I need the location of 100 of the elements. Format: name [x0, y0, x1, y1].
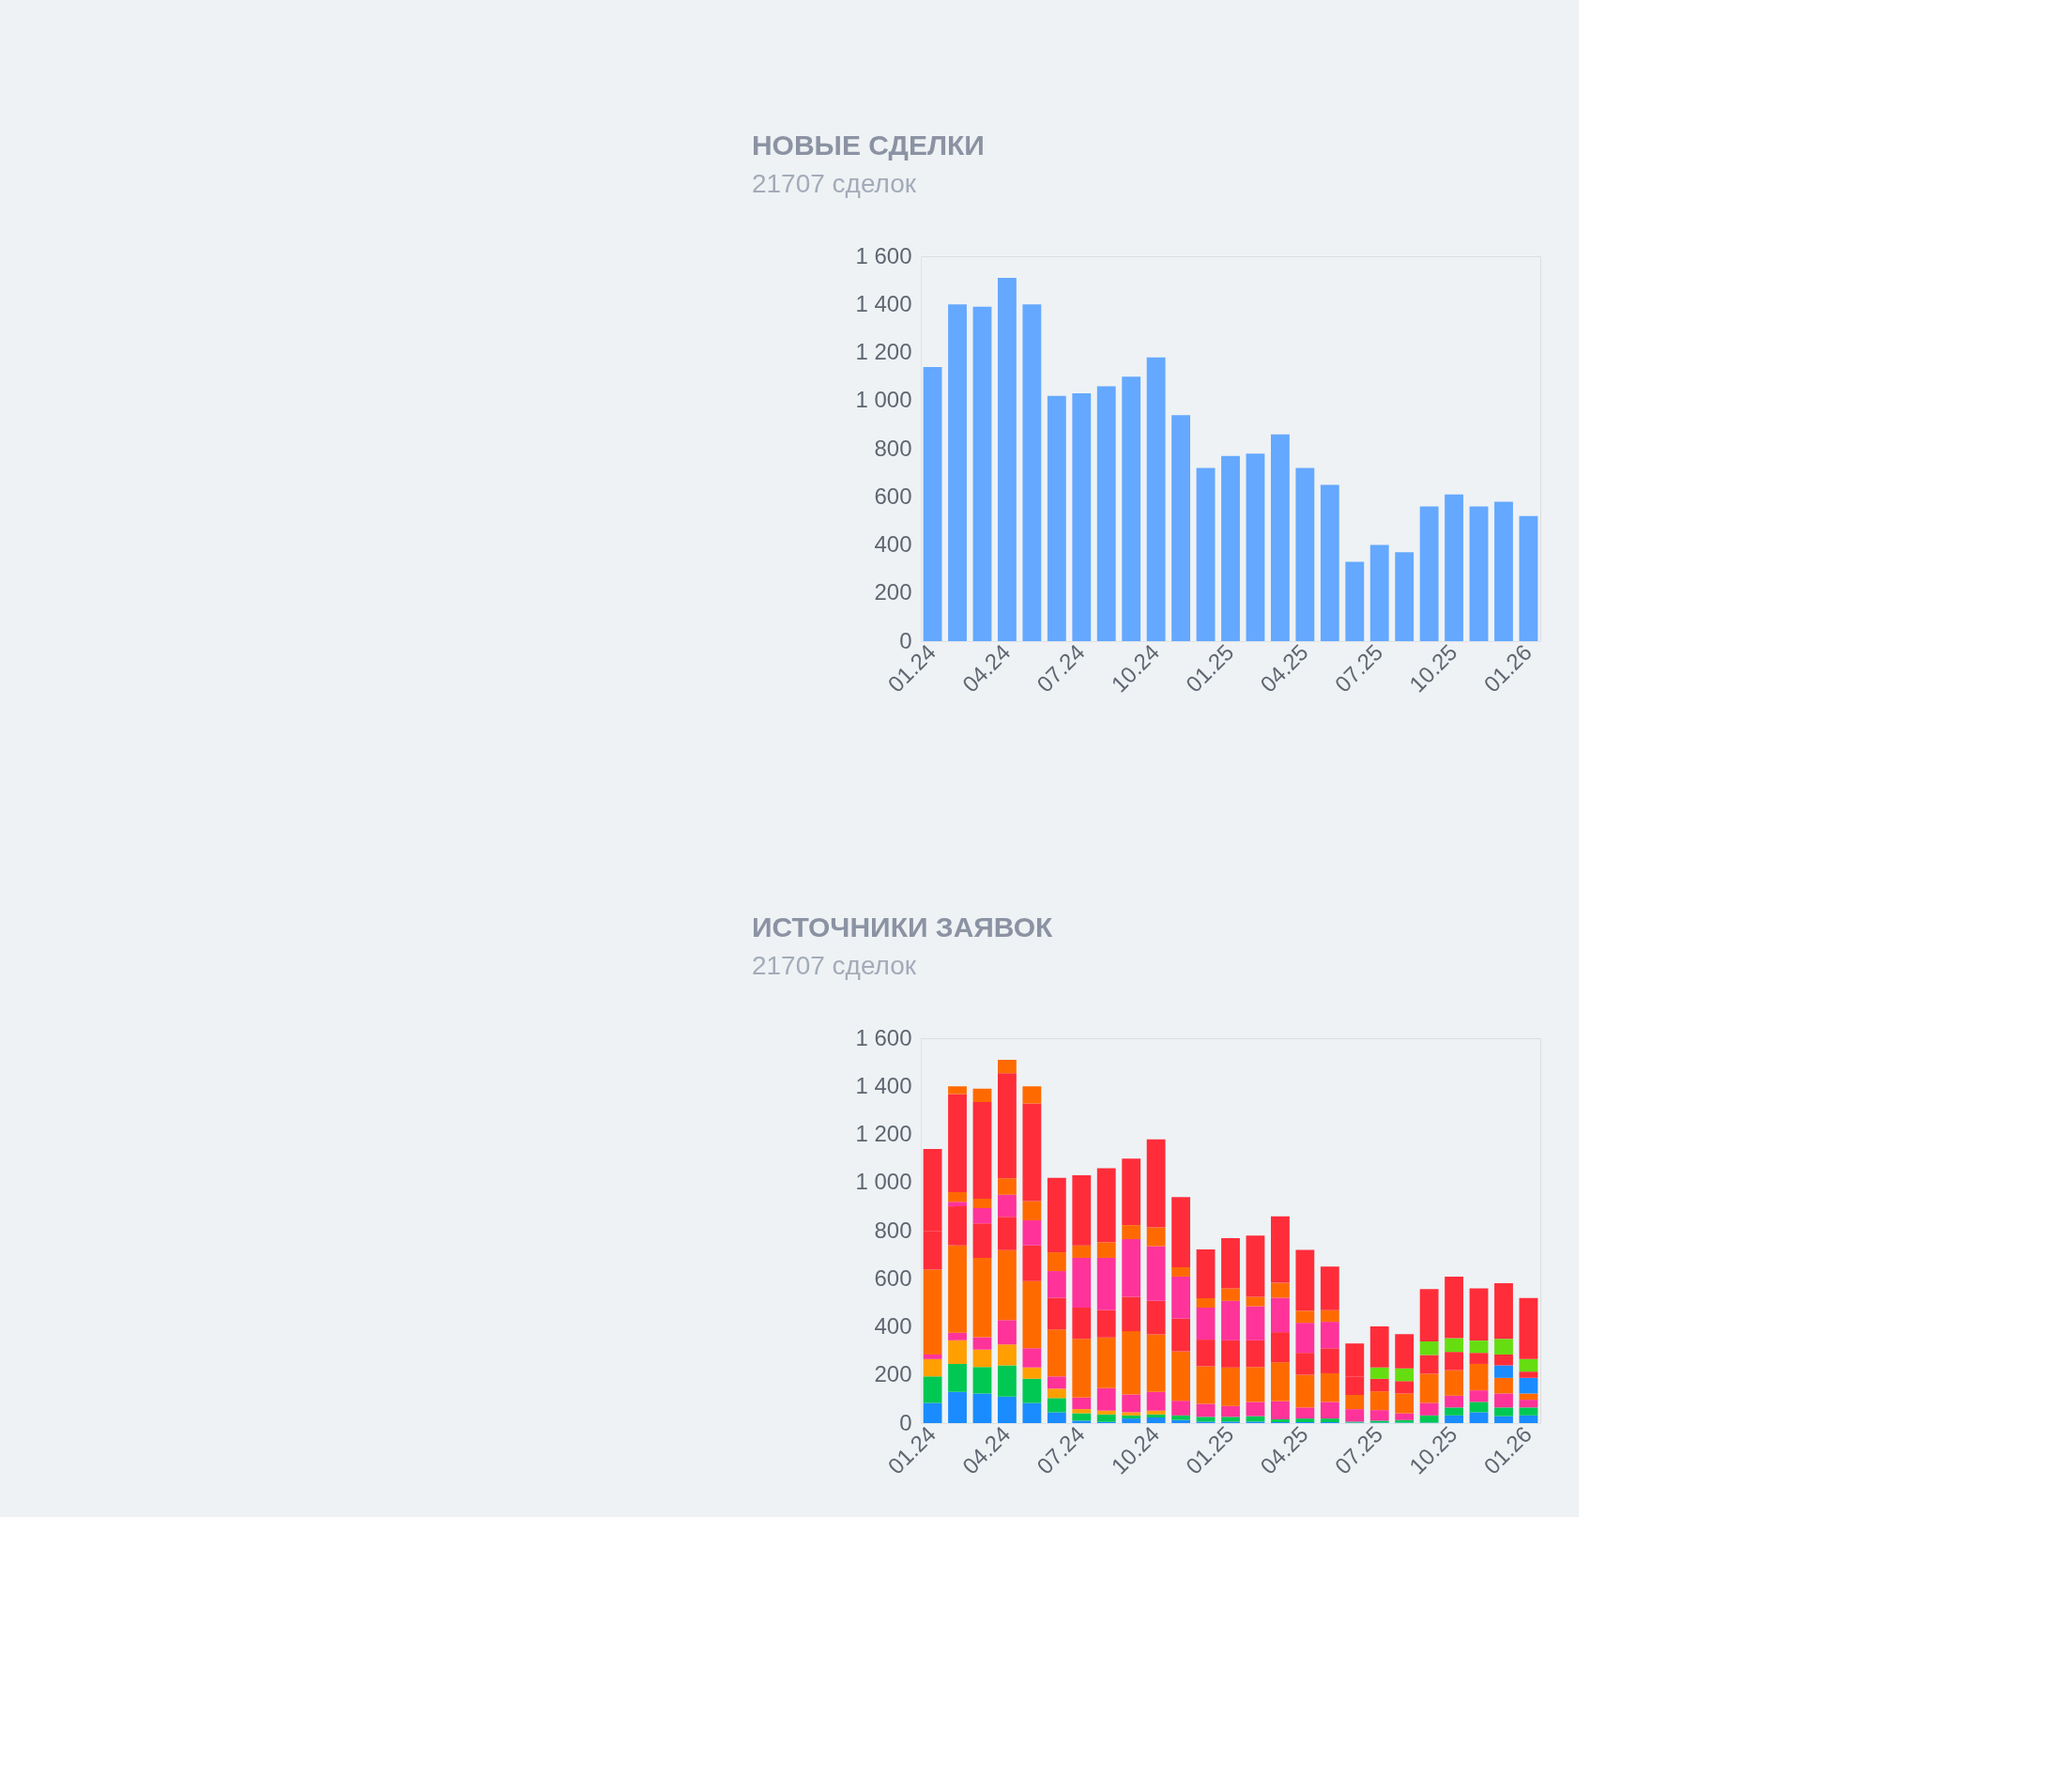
bar [1072, 1397, 1092, 1410]
bar [923, 1358, 942, 1377]
bar [1196, 467, 1216, 641]
bar [1320, 1372, 1339, 1402]
bar [948, 304, 967, 641]
bar [1171, 1401, 1191, 1416]
bar [1519, 1400, 1538, 1408]
bar [1345, 561, 1365, 641]
bar [1320, 1348, 1339, 1373]
bar [1320, 1310, 1339, 1323]
bar [1445, 1370, 1463, 1396]
bar [948, 1363, 967, 1392]
bar [972, 1257, 992, 1338]
bar [1494, 1339, 1513, 1355]
bar [972, 1337, 992, 1350]
bar [1295, 1418, 1315, 1422]
y-tick-label: 1 600 [855, 1024, 912, 1050]
bar [998, 1060, 1017, 1074]
bar [1047, 1388, 1066, 1399]
bar [1146, 1246, 1166, 1301]
bar [1072, 1257, 1092, 1308]
bar [1320, 1266, 1339, 1310]
bar [1270, 1282, 1290, 1298]
bar [1395, 552, 1415, 641]
bar [1096, 1242, 1116, 1258]
bar [1096, 1410, 1116, 1415]
bar [1519, 1358, 1538, 1372]
bar [998, 1217, 1017, 1250]
bar [1445, 1338, 1463, 1353]
bar [1295, 467, 1315, 641]
bar [1072, 1409, 1092, 1414]
bar [1295, 1323, 1315, 1354]
bar [1122, 1238, 1141, 1297]
bar [1469, 1363, 1489, 1391]
bar [1022, 1086, 1042, 1104]
bar [1122, 1225, 1141, 1239]
y-tick-label: 600 [874, 1264, 912, 1291]
bar [998, 1365, 1017, 1397]
bar [1320, 1418, 1339, 1422]
bar [1122, 1394, 1141, 1413]
bar [1221, 1417, 1240, 1422]
bar [1047, 1252, 1066, 1272]
bar [1171, 1415, 1191, 1420]
bar [923, 1376, 942, 1403]
y-tick-label: 1 600 [855, 242, 912, 268]
bar [1047, 1329, 1066, 1377]
bar [1022, 1280, 1042, 1349]
bar [1146, 1391, 1166, 1411]
bar [948, 1086, 967, 1095]
bar [1246, 1296, 1265, 1307]
bar [1022, 1219, 1042, 1246]
bar [1494, 1393, 1513, 1408]
bar [1022, 1245, 1042, 1281]
bar [1246, 1367, 1265, 1402]
bar [1122, 1412, 1141, 1416]
bar [948, 1245, 967, 1333]
bar [1270, 434, 1290, 641]
bar [1320, 1401, 1339, 1419]
bar [1419, 1373, 1439, 1403]
bar [1246, 1401, 1265, 1417]
bar [1096, 1337, 1116, 1388]
bar [948, 1391, 967, 1423]
bar [1445, 1407, 1463, 1416]
bar [1445, 1415, 1463, 1423]
bar [1494, 1283, 1513, 1340]
y-tick-label: 800 [874, 435, 912, 461]
bar [1395, 1381, 1415, 1394]
y-tick-label: 1 400 [855, 290, 912, 316]
bar [1047, 1398, 1066, 1413]
bar [972, 1088, 992, 1102]
bar [1270, 1297, 1290, 1333]
bar [1320, 1322, 1339, 1349]
bar [998, 1194, 1017, 1218]
bar [1395, 1393, 1415, 1414]
bar [1246, 453, 1265, 641]
bar [1122, 1296, 1141, 1332]
y-tick-label: 400 [874, 531, 912, 557]
bar [1146, 1300, 1166, 1335]
bar [1096, 1310, 1116, 1338]
bar [1146, 1417, 1166, 1423]
y-tick-label: 600 [874, 482, 912, 509]
bar [1047, 1376, 1066, 1389]
bar [972, 1367, 992, 1394]
bar [1022, 1103, 1042, 1202]
bar [1022, 1378, 1042, 1403]
bar [1369, 544, 1389, 641]
bar [1270, 1362, 1290, 1401]
bar [1096, 1387, 1116, 1411]
bar [948, 1192, 967, 1202]
bar [923, 1402, 942, 1423]
bar [1022, 1201, 1042, 1220]
bar [972, 1207, 992, 1224]
y-tick-label: 1 000 [855, 387, 912, 413]
bar [1122, 376, 1141, 641]
bar [1096, 386, 1116, 641]
bar [972, 306, 992, 641]
bar [1469, 1353, 1489, 1364]
y-tick-label: 1 200 [855, 1121, 912, 1146]
bar [1419, 1289, 1439, 1341]
bar [948, 1202, 967, 1207]
